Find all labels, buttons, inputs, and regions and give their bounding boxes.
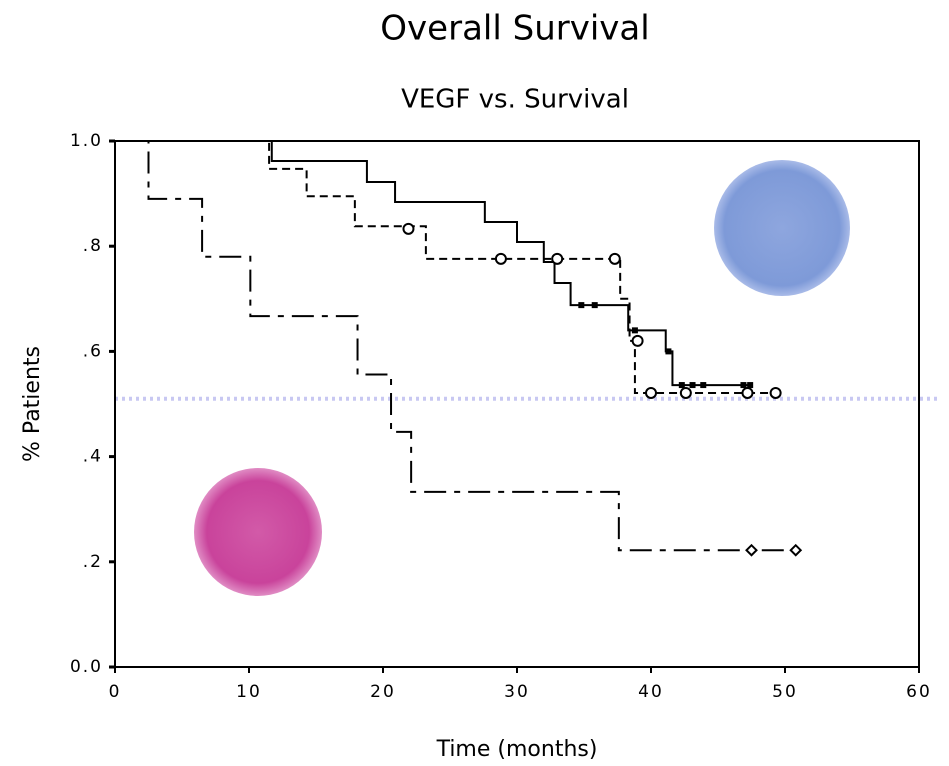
x-tick-label: 20 [370, 682, 396, 702]
censor-marker [665, 348, 672, 355]
y-tick-label: .8 [83, 236, 103, 256]
survival-curve [115, 140, 796, 552]
y-tick-label: .4 [83, 447, 103, 467]
censor-marker [789, 543, 803, 557]
tissue-image-blue [714, 160, 850, 296]
x-tick-label: 0 [109, 682, 122, 702]
censor-marker [631, 327, 638, 334]
x-tick-label: 30 [504, 682, 530, 702]
censor-marker [679, 386, 692, 399]
censor-marker [578, 302, 585, 309]
censor-marker [700, 382, 707, 389]
x-tick-label: 60 [906, 682, 932, 702]
survival-curve [115, 140, 777, 394]
censor-marker [745, 543, 758, 557]
y-axis-label: % Patients [20, 346, 45, 462]
plot-frame [114, 140, 920, 668]
censor-marker [678, 382, 685, 389]
y-tick-label: .2 [83, 552, 103, 572]
censor-marker [551, 252, 564, 265]
censor-marker [631, 334, 644, 347]
censor-marker [608, 252, 621, 265]
censor-marker [494, 252, 507, 265]
censor-marker [689, 382, 696, 389]
survival-curve [115, 140, 752, 387]
censor-marker [741, 386, 754, 399]
y-tick-label: .6 [83, 341, 103, 361]
plot-area: 0 10 20 30 40 50 60 0.0 .2 .4 .6 .8 1.0 [70, 131, 939, 702]
x-axis-label: Time (months) [436, 737, 598, 762]
censor-marker [769, 386, 782, 399]
x-tick-label: 40 [638, 682, 664, 702]
x-tick-label: 10 [236, 682, 262, 702]
censor-marker [645, 386, 657, 399]
y-tick-label: 0.0 [70, 657, 103, 677]
x-tick-label: 50 [772, 682, 798, 702]
censor-marker [402, 222, 415, 235]
chart-subtitle: VEGF vs. Survival [401, 85, 629, 115]
censor-marker [591, 302, 598, 309]
censor-marker [740, 382, 747, 389]
chart-title: Overall Survival [380, 9, 649, 49]
tissue-image-pink [194, 468, 322, 596]
censor-marker [747, 382, 754, 389]
y-tick-label: 1.0 [70, 131, 103, 151]
